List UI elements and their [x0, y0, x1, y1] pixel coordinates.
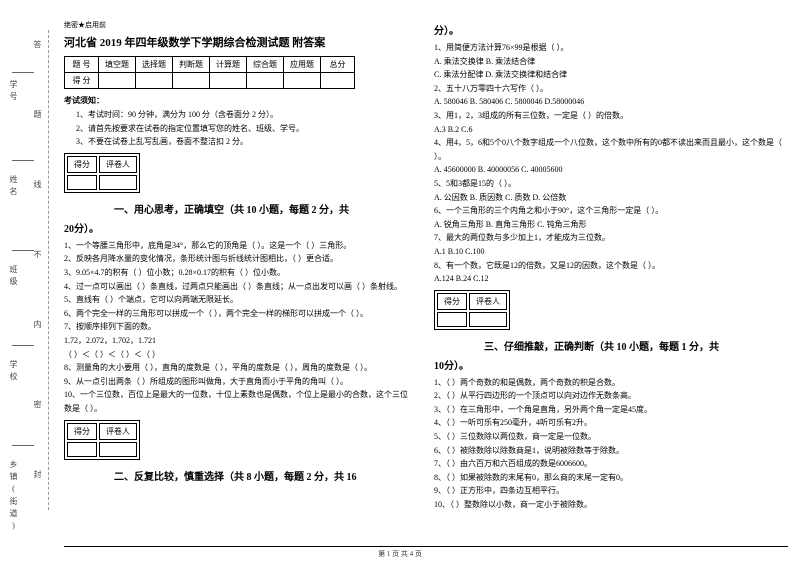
margin-label: 学校	[8, 360, 19, 384]
seal-text: 不	[32, 250, 43, 260]
question: 7、按顺序排列下面的数。	[64, 320, 414, 334]
scorebox-label: 得分	[67, 423, 97, 440]
table-header: 填空题	[99, 57, 136, 73]
table-header: 计算题	[210, 57, 247, 73]
section2-title: 二、反复比较，慎重选择（共 8 小题，每题 2 分，共 16	[64, 468, 414, 483]
seal-text: 答	[32, 40, 43, 50]
table-header: 综合题	[247, 57, 284, 73]
scorebox-label: 评卷人	[99, 156, 137, 173]
exam-notice-heading: 考试须知：	[64, 95, 414, 106]
question: 5、5和3都是15的（ ）。	[434, 177, 784, 191]
seal-text: 密	[32, 400, 43, 410]
question: 1、用简便方法计算76×99是根据（ ）。	[434, 41, 784, 55]
question: 3、（ ）在三角形中，一个角是直角，另外两个角一定是45度。	[434, 403, 784, 417]
question: 8、有一个数，它既是12的倍数，又是12的因数，这个数是（ ）。	[434, 259, 784, 273]
right-column: 分）。 1、用简便方法计算76×99是根据（ ）。 A. 乘法交换律 B. 乘法…	[434, 20, 784, 512]
question: 3、9.05×4.7的积有（ ）位小数；0.28×0.17的积有（ ）位小数。	[64, 266, 414, 280]
score-table: 题 号 填空题 选择题 判断题 计算题 综合题 应用题 总分 得 分	[64, 56, 355, 89]
scorebox-label: 评卷人	[99, 423, 137, 440]
section3-title: 三、仔细推敲，正确判断（共 10 小题，每题 1 分，共	[434, 338, 784, 353]
option: A. 公因数 B. 质因数 C. 质数 D. 公倍数	[434, 191, 784, 205]
seal-text: 线	[32, 180, 43, 190]
question: 5、（ ）三位数除以两位数，商一定是一位数。	[434, 430, 784, 444]
margin-label: 班级	[8, 265, 19, 289]
option: A. 580046 B. 580406 C. 5800046 D.5800004…	[434, 95, 784, 109]
question: 7、（ ）由六百万和六百组成的数是6006600。	[434, 457, 784, 471]
question: 6、两个完全一样的三角形可以拼成一个（ ），两个完全一样的梯形可以拼成一个（ ）…	[64, 307, 414, 321]
seal-text: 题	[32, 110, 43, 120]
scorebox-label: 得分	[67, 156, 97, 173]
scorebox-label: 得分	[437, 293, 467, 310]
left-column: 绝密★启用前 河北省 2019 年四年级数学下学期综合检测试题 附答案 题 号 …	[64, 20, 414, 512]
scorebox-label: 评卷人	[469, 293, 507, 310]
margin-label: 乡镇(街道)	[8, 460, 19, 534]
question: 6、一个三角形的三个内角之和小于90°，这个三角形一定是（ ）。	[434, 204, 784, 218]
option: A.124 B.24 C.12	[434, 272, 784, 286]
section2-title-b: 分）。	[434, 22, 784, 37]
section3-title-b: 10分）。	[434, 357, 784, 372]
table-header: 应用题	[284, 57, 321, 73]
exam-title: 河北省 2019 年四年级数学下学期综合检测试题 附答案	[64, 34, 414, 50]
question: 3、用1，2，3组成的所有三位数，一定是（ ）的倍数。	[434, 109, 784, 123]
option: A. 乘法交换律 B. 乘法结合律	[434, 55, 784, 69]
question: 8、测量角的大小要用（ ），直角的度数是（ ），平角的度数是（ ），周角的度数是…	[64, 361, 414, 375]
question: 4、过一点可以画出（ ）条直线，过两点只能画出（ ）条直线；从一点出发可以画（ …	[64, 280, 414, 294]
notice-item: 1、考试时间：90 分钟，满分为 100 分（含卷面分 2 分）。	[64, 108, 414, 122]
question-sub: 1.72，2.072，1.702，1.721	[64, 334, 414, 348]
table-cell: 得 分	[65, 73, 99, 89]
option: A.3 B.2 C.6	[434, 123, 784, 137]
question: 10、（ ）整数除以小数，商一定小于被除数。	[434, 498, 784, 512]
option: A. 45600000 B. 40000056 C. 40005600	[434, 163, 784, 177]
question: 7、最大的两位数与多少加上1，才能成为三位数。	[434, 231, 784, 245]
option: A.1 B.10 C.100	[434, 245, 784, 259]
option: A. 锐角三角形 B. 直角三角形 C. 钝角三角形	[434, 218, 784, 232]
question: 9、从一点引出两条（ ）所组成的图形叫做角，大于直角而小于平角的角叫（ ）。	[64, 375, 414, 389]
section1-title: 一、用心思考，正确填空（共 10 小题，每题 2 分，共	[64, 201, 414, 216]
option: C. 乘法分配律 D. 乘法交换律和结合律	[434, 68, 784, 82]
table-header: 题 号	[65, 57, 99, 73]
question: 1、（ ）两个奇数的和是偶数，两个奇数的积是合数。	[434, 376, 784, 390]
page-footer: 第 1 页 共 4 页	[0, 549, 800, 559]
question: 4、（ ）一听可乐有250毫升，4听可乐有2升。	[434, 416, 784, 430]
table-header: 选择题	[136, 57, 173, 73]
seal-text: 内	[32, 320, 43, 330]
notice-item: 3、不要在试卷上乱写乱画，卷面不整洁扣 2 分。	[64, 135, 414, 149]
question: 6、（ ）被除数除以除数商是1，说明被除数等于除数。	[434, 444, 784, 458]
margin-label: 学号	[8, 80, 19, 104]
question: 2、（ ）从平行四边形的一个顶点可以向对边作无数条高。	[434, 389, 784, 403]
question: 9、（ ）正方形中，四条边互相平行。	[434, 484, 784, 498]
question-sub: （ ）＜（ ）＜（ ）＜（ ）	[64, 348, 414, 362]
margin-label: 姓名	[8, 175, 19, 199]
question: 2、反映各月降水量的变化情况，条形统计图与折线统计图相比，（ ）更合适。	[64, 252, 414, 266]
question: 1、一个等腰三角形中，底角是34°，那么它的顶角是（ ）。这是一个（ ）三角形。	[64, 239, 414, 253]
seal-text: 封	[32, 470, 43, 480]
question: 2、五十八万零四十六写作（ ）。	[434, 82, 784, 96]
score-box: 得分评卷人	[64, 420, 140, 460]
section1-title-b: 20分）。	[64, 220, 414, 235]
question: 10、一个三位数，百位上是最大的一位数，十位上素数也是偶数，个位上是最小的合数，…	[64, 388, 414, 415]
notice-item: 2、请首先按要求在试卷的指定位置填写您的姓名、班级、学号。	[64, 122, 414, 136]
score-box: 得分评卷人	[434, 290, 510, 330]
secret-label: 绝密★启用前	[64, 20, 414, 30]
score-box: 得分评卷人	[64, 153, 140, 193]
question: 8、（ ）如果被除数的末尾有0，那么商的末尾一定有0。	[434, 471, 784, 485]
table-header: 总分	[321, 57, 355, 73]
question: 5、直线有（ ）个端点，它可以向两端无限延长。	[64, 293, 414, 307]
table-header: 判断题	[173, 57, 210, 73]
question: 4、用4，5，6和5个0八个数字组成一个八位数，这个数中所有的0都不读出来而且最…	[434, 136, 784, 163]
